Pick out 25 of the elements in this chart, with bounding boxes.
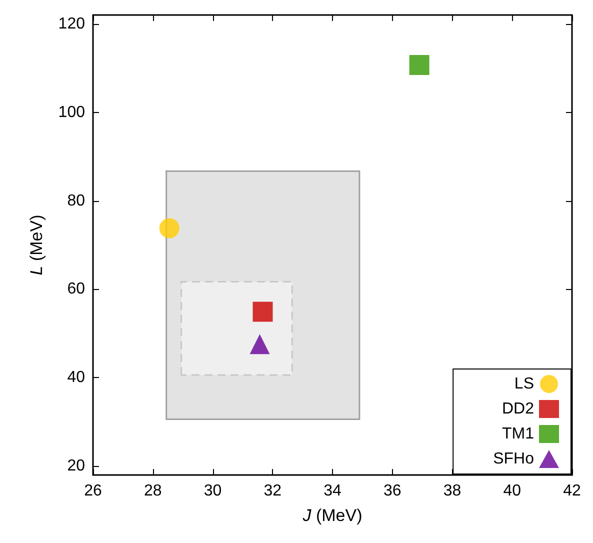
y-tick-label: 80: [67, 192, 86, 210]
x-tick-label: 32: [264, 482, 282, 500]
x-axis-title: J (MeV): [302, 506, 362, 525]
point: [252, 302, 273, 322]
x-tick-label: 30: [204, 482, 222, 500]
x-tick-label: 34: [324, 482, 342, 500]
y-tick-label: 120: [58, 15, 86, 32]
legend-label: DD2: [502, 400, 534, 418]
point: [159, 218, 180, 238]
x-tick-label: 40: [503, 482, 522, 500]
point: [409, 54, 430, 75]
y-tick-label: 20: [67, 458, 86, 475]
point: [250, 334, 270, 354]
x-tick-label: 38: [443, 482, 462, 500]
y-tick-label: 40: [67, 369, 86, 386]
x-tick-label: 26: [84, 482, 102, 500]
legend-label: SFHo: [493, 450, 534, 468]
legend-label: TM1: [502, 426, 534, 442]
y-tick-label: 100: [58, 104, 86, 121]
x-tick-label: 42: [563, 482, 581, 500]
y-axis-title: L (MeV): [27, 214, 46, 276]
legend-label: LS: [514, 376, 534, 392]
x-tick-label: 28: [144, 482, 162, 500]
x-tick-label: 36: [383, 482, 402, 500]
y-tick-label: 60: [67, 280, 86, 298]
